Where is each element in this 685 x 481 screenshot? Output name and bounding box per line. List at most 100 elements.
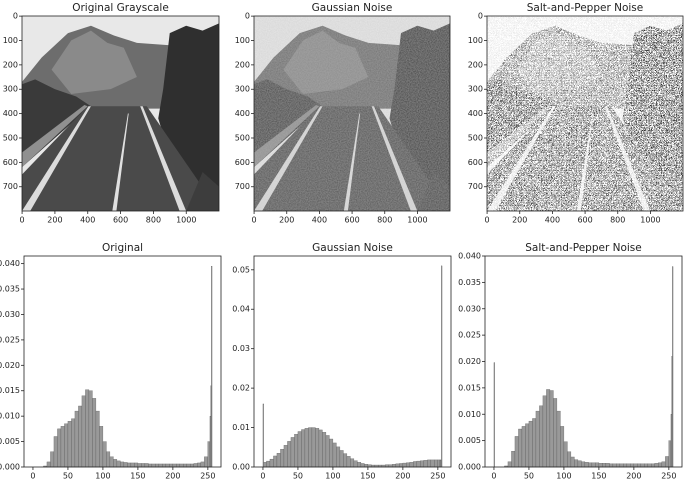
y-tick-label: 700 [3,182,18,191]
histogram-bar [116,460,121,468]
histogram-bar [262,403,264,468]
histogram-bar [290,437,295,468]
x-tick-label: 800 [377,216,392,225]
histogram-bar [276,453,281,468]
y-tick-label: 0 [478,12,483,21]
y-tick-label: 200 [235,60,250,69]
histogram-bar [511,451,516,468]
histogram-bar [392,464,397,468]
histogram-bar [186,463,191,468]
x-tick-label: 200 [626,472,641,481]
histogram-bar [183,463,188,468]
histogram-bar [102,441,107,468]
histogram-bar [71,418,76,468]
y-tick-label: 300 [3,85,18,94]
histogram-bar [672,266,674,468]
x-tick-label: 1000 [640,216,660,225]
histogram-bar [134,462,139,468]
x-tick-label: 200 [47,216,62,225]
histogram-bar [427,459,432,468]
histogram-bar [329,438,334,468]
histogram-bar [172,463,177,468]
histogram-bar [623,463,628,468]
histogram-bar [416,460,421,468]
histogram-bar [661,461,666,468]
y-tick-label: 0.04 [232,305,250,314]
y-tick-label: 0.05 [232,265,250,274]
histogram-bar [553,398,558,468]
histogram-bar [113,459,118,468]
histogram-bar [668,440,672,468]
y-tick-label: 0.030 [0,310,20,319]
x-tick-label: 0 [30,472,35,481]
histogram-bar [546,389,551,468]
y-tick-label: 200 [3,60,18,69]
histogram-bar [85,389,90,468]
histogram-bar [402,462,407,468]
histogram-bar [612,463,617,468]
histogram-bar [127,462,132,468]
histogram-bar [584,462,589,468]
histogram-bar [67,421,72,468]
image [254,16,450,211]
histogram-bar [46,461,51,468]
y-tick-label: 0.000 [0,463,20,472]
histogram-bar [434,459,438,468]
histogram-bar [577,460,582,468]
histogram-bar [78,405,83,468]
y-tick-label: 700 [468,182,483,191]
y-tick-label: 400 [468,109,483,118]
histogram-bar [269,458,274,468]
histogram-bar [297,431,302,468]
x-tick-label: 200 [165,472,180,481]
y-tick-label: 100 [3,36,18,45]
y-tick-label: 100 [235,36,250,45]
x-tick-label: 100 [325,472,340,481]
chart-title: Gaussian Noise [312,2,393,14]
histogram-bar [644,463,649,468]
histogram-bar [581,461,586,468]
histogram-bar [406,462,411,468]
x-tick-label: 0 [485,216,490,225]
histogram-bar [640,463,645,468]
histogram-bar [423,460,428,468]
x-tick-label: 150 [591,472,606,481]
histogram-bar [630,463,635,468]
y-tick-label: 0.035 [0,285,20,294]
y-tick-label: 500 [468,133,483,142]
y-tick-label: 0.040 [0,259,20,268]
x-tick-label: 250 [430,472,445,481]
histogram-bar [266,460,271,468]
histogram-bar [301,429,306,468]
histogram-bar [50,451,55,468]
histogram-bar [325,435,330,468]
histogram-bar [556,410,561,468]
y-tick-label: 0.005 [0,437,20,446]
histogram-bar [626,463,631,468]
histogram-bar [322,432,327,468]
histogram-bar [514,436,519,468]
histogram-bar [165,463,170,468]
histogram-bar [420,460,425,468]
y-tick-label: 0.01 [232,423,250,432]
histogram-bar [507,461,512,468]
histogram-bar [57,428,62,468]
histogram-bar [144,463,149,468]
histogram-bar [350,458,355,468]
histogram-bar [81,395,86,468]
x-tick-label: 1000 [407,216,427,225]
histogram-bar [141,463,146,468]
histogram-bar [658,462,663,468]
x-tick-label: 400 [80,216,95,225]
y-tick-label: 0.020 [0,361,20,370]
histogram-bar [332,442,337,468]
histogram-bar [353,460,358,468]
histogram-bar [654,463,659,468]
histogram-bar [294,434,299,468]
histogram-bar [567,451,572,468]
histogram-bar [563,441,568,468]
x-tick-label: 50 [524,472,534,481]
histogram-bar [595,462,600,468]
histogram-bar [633,463,638,468]
